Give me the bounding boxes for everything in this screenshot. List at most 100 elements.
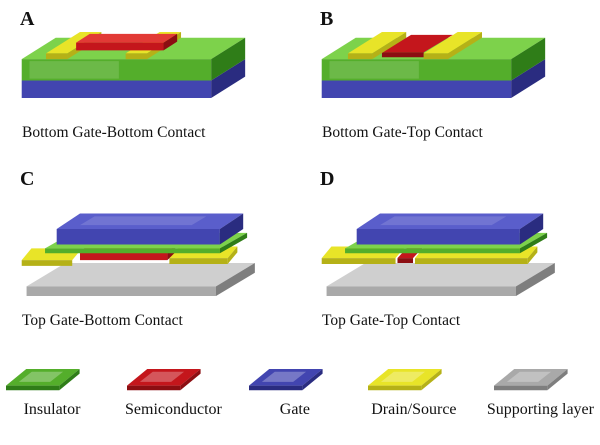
semiconductor-layer (381, 34, 453, 58)
side-face (511, 59, 546, 99)
device-schematic-top-gate-top-contact (321, 213, 555, 297)
front-face (397, 258, 414, 263)
legend-item-drain-source: Drain/Source (367, 366, 460, 419)
top-face (347, 31, 407, 54)
gate-swatch-icon (248, 369, 323, 391)
top-face (423, 31, 482, 54)
panel-letter: C (20, 168, 35, 190)
front-face (326, 286, 516, 297)
front-face (248, 385, 303, 391)
legend-label: Drain/Source (371, 401, 457, 418)
side-face (163, 33, 178, 51)
top-face (248, 369, 323, 386)
side-face (59, 369, 80, 391)
side-face (547, 369, 569, 391)
legend: Insulator Semiconductor Gate (0, 350, 600, 419)
device-schematic-top-gate-bottom-contact (21, 213, 255, 297)
top-face (326, 263, 555, 287)
sheen (18, 371, 64, 382)
gate-layer (21, 59, 246, 99)
panel-caption: Bottom Gate-Bottom Contact (22, 124, 206, 141)
device-schematic-bottom-gate-bottom-contact (21, 31, 246, 99)
sheen (380, 216, 507, 226)
side-face (211, 37, 246, 81)
legend-item-supporting-layer: Supporting layer (487, 366, 594, 419)
top-face (356, 213, 544, 229)
panel-d: D (300, 160, 600, 350)
top-face (367, 369, 442, 386)
side-face (302, 369, 323, 391)
legend-item-insulator: Insulator (6, 366, 98, 419)
sheen (329, 61, 419, 79)
sheen (140, 371, 185, 382)
sheen (261, 371, 306, 382)
legend-item-semiconductor: Semiconductor (125, 366, 222, 419)
legend-label: Insulator (23, 401, 81, 418)
panel-letter: D (320, 168, 335, 190)
gate-layer (321, 59, 546, 99)
supporting-layer-swatch-icon (494, 369, 569, 391)
side-face (211, 59, 246, 99)
front-face (321, 258, 396, 264)
side-face (219, 213, 244, 245)
side-face (527, 246, 538, 264)
semiconductor-swatch-icon (127, 369, 202, 391)
front-face (381, 52, 424, 58)
panel-b: B (300, 0, 600, 160)
front-face (127, 385, 181, 391)
panel-caption: Top Gate-Bottom Contact (22, 312, 183, 329)
insulator-swatch-icon (6, 369, 80, 391)
semiconductor-layer (76, 33, 178, 51)
front-face (169, 258, 228, 264)
side-face (519, 213, 544, 245)
sheen (380, 371, 425, 382)
front-face (26, 286, 217, 297)
legend-label: Supporting layer (486, 401, 594, 418)
side-face (448, 31, 482, 60)
sheen (507, 371, 552, 382)
top-face (381, 34, 453, 53)
device-panels: A (0, 0, 600, 350)
side-face (421, 369, 442, 391)
side-face (516, 263, 555, 297)
sheen (80, 216, 207, 226)
front-face (423, 53, 448, 60)
legend-item-gate: Gate (248, 366, 341, 419)
front-face (46, 53, 68, 60)
front-face (45, 248, 220, 254)
gate-layer (356, 213, 544, 245)
front-face (347, 53, 373, 60)
supporting-layer (26, 263, 255, 297)
top-face (494, 369, 569, 386)
supporting-layer (326, 263, 555, 297)
side-face (219, 232, 248, 254)
front-face (21, 80, 212, 99)
top-face (6, 369, 80, 386)
front-face (414, 258, 528, 264)
front-face (321, 80, 512, 99)
front-face (21, 59, 212, 81)
front-face (345, 248, 520, 254)
front-face (125, 53, 148, 60)
front-face (80, 252, 168, 261)
front-face (21, 260, 73, 266)
gate-layer (56, 213, 244, 245)
side-face (372, 31, 407, 60)
device-schematic-bottom-gate-top-contact (321, 31, 546, 99)
panel-letter: A (20, 8, 35, 30)
drain-electrode (423, 31, 482, 60)
front-face (321, 59, 512, 81)
panel-caption: Bottom Gate-Top Contact (322, 124, 483, 141)
legend-label: Semiconductor (125, 401, 222, 418)
source-electrode (347, 31, 407, 60)
top-face (127, 369, 202, 386)
side-face (519, 232, 548, 254)
top-face (76, 33, 178, 43)
front-face (494, 385, 548, 391)
panel-c: C (0, 160, 300, 350)
legend-label: Gate (279, 401, 310, 418)
sheen (29, 61, 119, 79)
top-face (26, 263, 255, 287)
panel-caption: Top Gate-Top Contact (322, 312, 461, 329)
side-face (511, 37, 546, 81)
